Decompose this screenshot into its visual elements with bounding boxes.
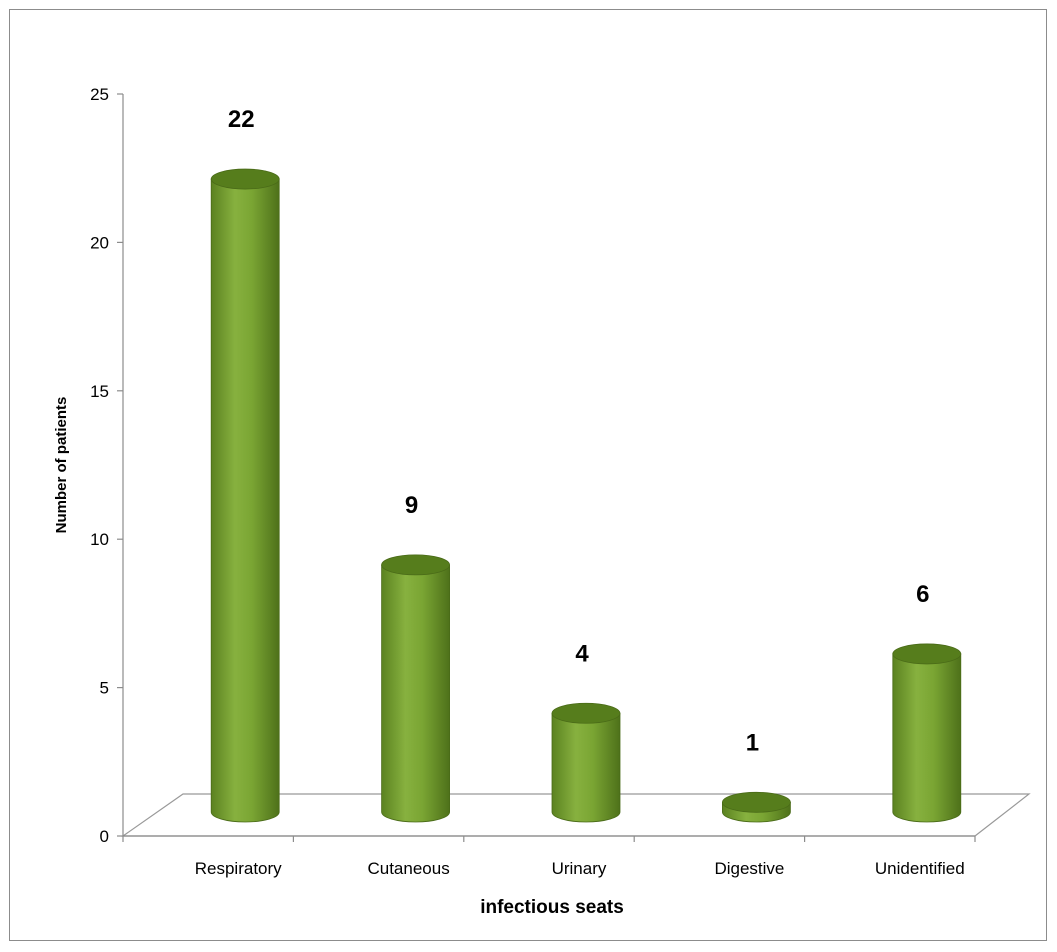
y-tick-label: 15 — [90, 382, 109, 401]
x-axis-title: infectious seats — [480, 897, 624, 918]
y-tick-label: 10 — [90, 530, 109, 549]
y-tick-label: 25 — [90, 85, 109, 104]
bar-top — [892, 643, 962, 665]
data-labels: 22 9 4 1 6 — [228, 106, 930, 756]
data-label: 4 — [575, 640, 589, 667]
y-axis-title: Number of patients — [53, 397, 70, 534]
bar — [551, 702, 621, 823]
y-tick-label: 0 — [100, 827, 109, 846]
data-label: 1 — [746, 729, 759, 756]
y-tick-label: 5 — [100, 679, 109, 698]
bar-body — [892, 653, 962, 823]
bars — [210, 168, 962, 823]
bar-top — [210, 168, 280, 190]
data-label: 6 — [916, 581, 929, 608]
bar-body — [551, 712, 621, 823]
chart-frame — [9, 9, 1047, 941]
bar-top — [722, 791, 791, 813]
x-category-label: Respiratory — [195, 859, 282, 878]
y-tick-label: 20 — [90, 233, 109, 252]
x-category-label: Digestive — [714, 859, 784, 878]
y-axis: 0 5 10 15 20 25 — [90, 85, 124, 846]
bar-body — [210, 178, 280, 823]
bar — [722, 791, 791, 823]
bar-top — [551, 702, 621, 724]
x-category-label: Urinary — [552, 859, 607, 878]
x-category-label: Unidentified — [875, 859, 965, 878]
bar — [210, 168, 280, 823]
data-label: 22 — [228, 106, 255, 133]
bar — [381, 554, 451, 823]
bar-top — [381, 554, 451, 576]
data-label: 9 — [405, 492, 418, 519]
x-axis: Respiratory Cutaneous Urinary Digestive Unid… — [122, 835, 976, 878]
bar — [892, 643, 962, 823]
bar-body — [381, 564, 450, 823]
x-category-label: Cutaneous — [367, 859, 449, 878]
